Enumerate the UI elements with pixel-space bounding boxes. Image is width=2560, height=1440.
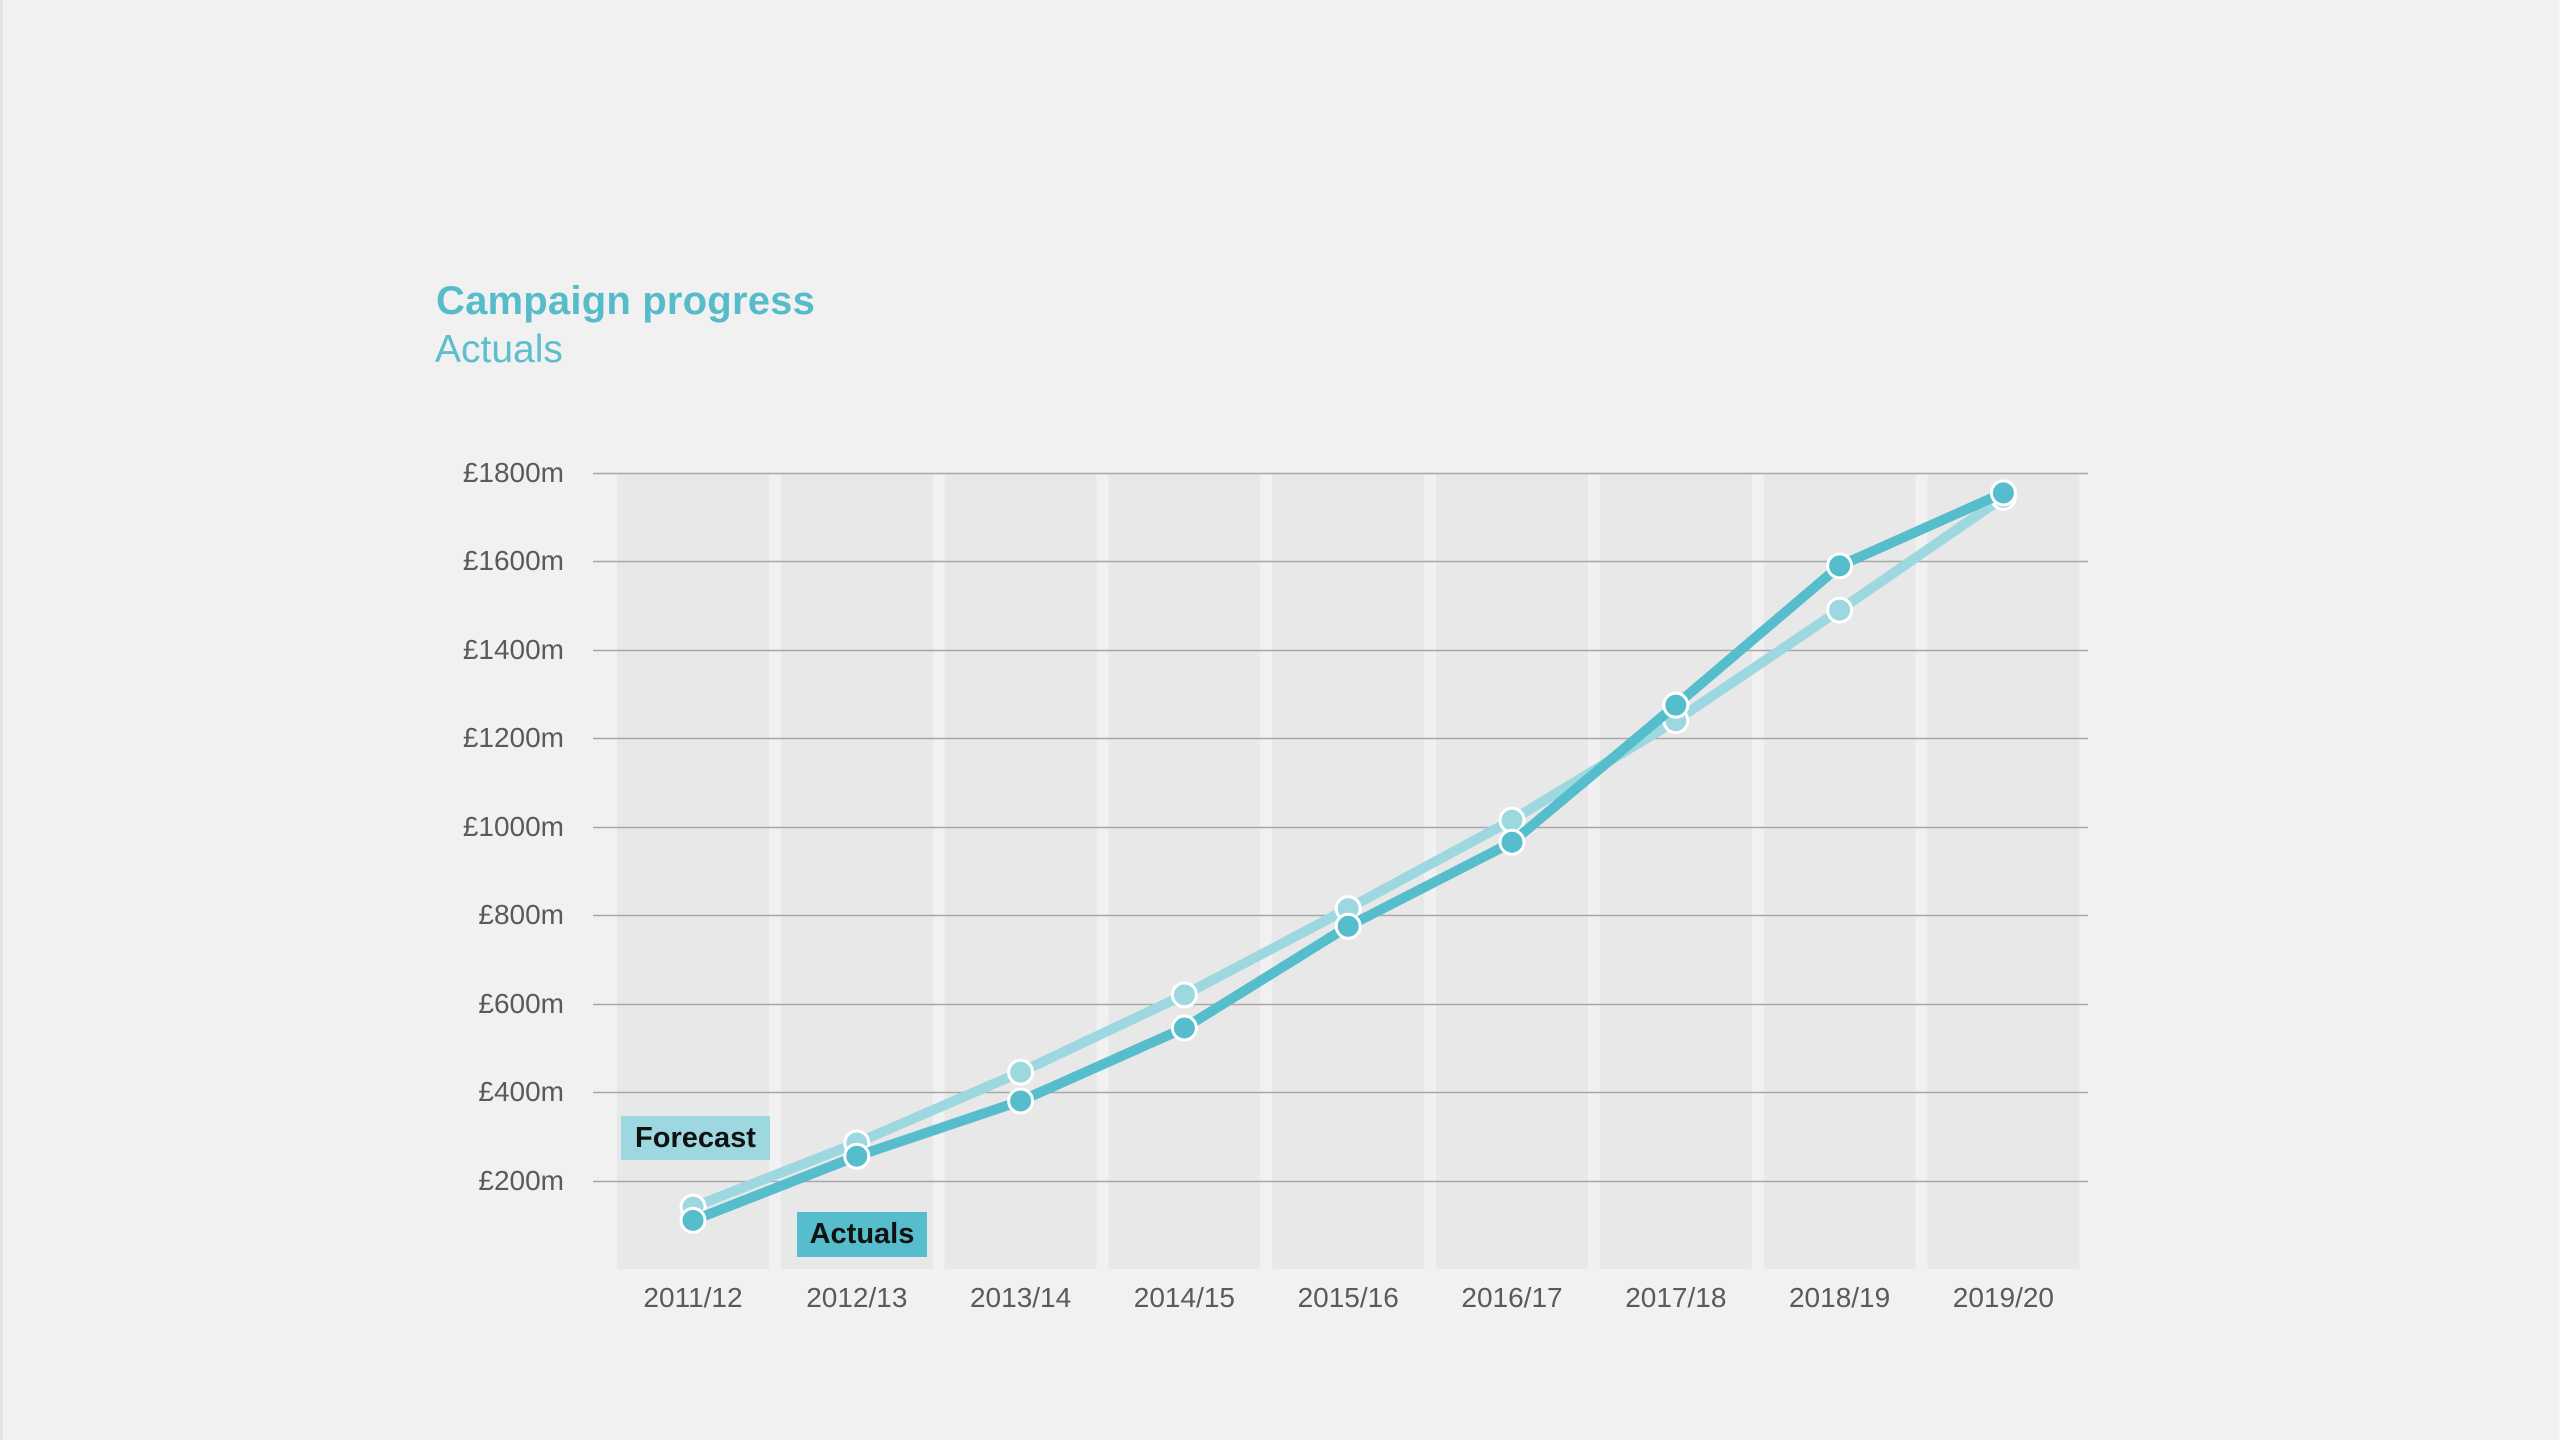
column-band — [944, 474, 1097, 1269]
right-edge — [2558, 0, 2560, 1440]
actuals-data-point — [1826, 552, 1854, 580]
y-tick-label: £200m — [478, 1164, 564, 1196]
actuals-data-point — [679, 1206, 707, 1234]
y-tick-label: £1600m — [462, 545, 564, 577]
x-tick-label: 2014/15 — [1133, 1282, 1235, 1313]
actuals-data-point — [1498, 828, 1526, 856]
y-tick-label: £400m — [478, 1076, 564, 1108]
x-tick-label: 2018/19 — [1788, 1282, 1891, 1313]
series-lines — [679, 479, 2017, 1234]
left-edge — [0, 0, 3, 1440]
forecast-data-point — [1498, 806, 1526, 834]
y-tick-label: £1400m — [462, 633, 564, 665]
actuals-data-point — [843, 1142, 871, 1170]
column-band — [1272, 474, 1425, 1269]
x-tick-label: 2015/16 — [1297, 1282, 1399, 1313]
x-tick-label: 2011/12 — [643, 1282, 743, 1313]
chart-subtitle: Actuals — [435, 328, 563, 371]
legend-forecast-label: Forecast — [621, 1116, 770, 1160]
y-tick-label: £1200m — [462, 722, 564, 754]
chart-title: Campaign progress — [436, 279, 816, 323]
y-tick-label: £1800m — [462, 457, 564, 488]
x-tick-label: 2012/13 — [806, 1282, 908, 1313]
actuals-markers — [679, 479, 2017, 1234]
x-tick-label: 2016/17 — [1461, 1282, 1563, 1313]
actuals-data-point — [1170, 1014, 1198, 1042]
actuals-data-point — [1662, 691, 1690, 719]
y-tick-label: £800m — [478, 899, 564, 931]
column-band — [1763, 474, 1916, 1269]
actuals-data-point — [1334, 912, 1362, 940]
legend-actuals-label: Actuals — [797, 1212, 927, 1257]
forecast-data-point — [1826, 596, 1854, 624]
forecast-data-point — [1170, 981, 1198, 1009]
x-tick-label: 2019/20 — [1952, 1282, 2054, 1313]
series-actuals — [679, 479, 2017, 1234]
actuals-data-point — [1989, 479, 2017, 507]
y-tick-label: £1000m — [462, 810, 564, 842]
forecast-data-point — [1007, 1058, 1035, 1086]
x-tick-label: 2013/14 — [969, 1282, 1072, 1313]
y-tick-label: £600m — [478, 987, 564, 1019]
column-band — [1599, 474, 1752, 1269]
column-band — [1927, 474, 2080, 1269]
column-band — [1108, 474, 1261, 1269]
actuals-data-point — [1007, 1087, 1035, 1115]
x-tick-label: 2017/18 — [1625, 1282, 1727, 1313]
